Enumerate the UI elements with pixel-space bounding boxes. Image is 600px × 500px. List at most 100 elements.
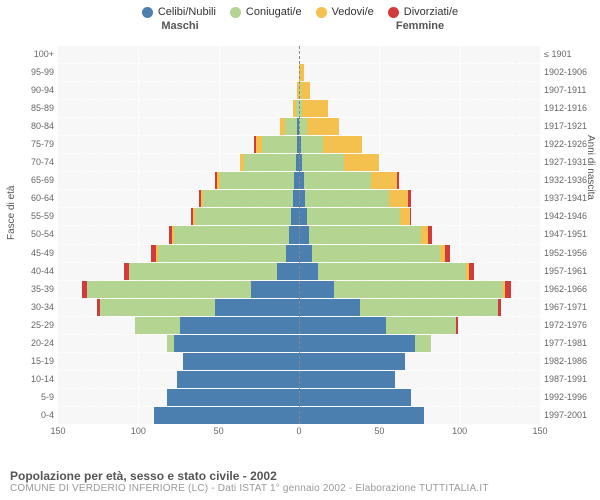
- female-half: [299, 245, 540, 262]
- bar-segment: [397, 172, 399, 189]
- bar-segment: [428, 226, 433, 243]
- age-label: 25-29: [20, 321, 54, 330]
- legend-swatch: [316, 7, 327, 18]
- bar-segment: [498, 299, 501, 316]
- male-half: [58, 335, 299, 352]
- bar-segment: [318, 263, 466, 280]
- bar-segment: [312, 245, 441, 262]
- bar-segment: [307, 118, 339, 135]
- male-half: [58, 118, 299, 135]
- bar-segment: [289, 226, 299, 243]
- age-label: 95-99: [20, 68, 54, 77]
- legend-item: Celibi/Nubili: [142, 6, 216, 18]
- x-tick-label: 50: [214, 426, 224, 436]
- age-label: 60-64: [20, 194, 54, 203]
- chart-title: Popolazione per età, sesso e stato civil…: [10, 469, 489, 483]
- bar-segment: [215, 299, 299, 316]
- bar-segment: [299, 389, 411, 406]
- bar-segment: [456, 317, 458, 334]
- y-axis-title-left: Fasce di età: [6, 186, 17, 240]
- bar-segment: [244, 154, 295, 171]
- bar-segment: [323, 136, 362, 153]
- bar-segment: [309, 226, 421, 243]
- header-male: Maschi: [60, 20, 300, 32]
- birth-year-label: 1957-1961: [544, 267, 596, 276]
- female-half: [299, 190, 540, 207]
- age-label: 20-24: [20, 339, 54, 348]
- male-half: [58, 226, 299, 243]
- bar-segment: [174, 226, 290, 243]
- age-label: 70-74: [20, 158, 54, 167]
- header-female: Femmine: [300, 20, 540, 32]
- bar-segment: [195, 208, 291, 225]
- bar-segment: [301, 82, 311, 99]
- chart-area: 100+≤ 190195-991902-190690-941907-191185…: [58, 46, 540, 446]
- female-half: [299, 299, 540, 316]
- birth-year-label: 1977-1981: [544, 339, 596, 348]
- age-label: 75-79: [20, 140, 54, 149]
- male-half: [58, 263, 299, 280]
- bar-segment: [344, 154, 379, 171]
- x-tick-label: 0: [296, 426, 301, 436]
- female-half: [299, 317, 540, 334]
- female-half: [299, 407, 540, 424]
- legend-label: Coniugati/e: [246, 6, 302, 18]
- bar-segment: [174, 335, 299, 352]
- chart-subtitle: COMUNE DI VERDERIO INFERIORE (LC) - Dati…: [10, 483, 489, 494]
- age-label: 85-89: [20, 104, 54, 113]
- bar-segment: [299, 208, 307, 225]
- male-half: [58, 353, 299, 370]
- x-tick-label: 150: [532, 426, 547, 436]
- male-half: [58, 317, 299, 334]
- legend-swatch: [230, 7, 241, 18]
- male-half: [58, 389, 299, 406]
- x-tick-label: 100: [131, 426, 146, 436]
- bar-segment: [299, 118, 307, 135]
- female-half: [299, 371, 540, 388]
- x-axis: 15010050050100150: [58, 424, 540, 446]
- female-half: [299, 118, 540, 135]
- bar-segment: [299, 245, 312, 262]
- bar-segment: [291, 208, 299, 225]
- birth-year-label: ≤ 1901: [544, 50, 596, 59]
- age-label: 35-39: [20, 285, 54, 294]
- bar-segment: [87, 281, 251, 298]
- bar-segment: [307, 208, 400, 225]
- birth-year-label: 1937-1941: [544, 194, 596, 203]
- bar-segment: [400, 208, 410, 225]
- bar-segment: [389, 190, 408, 207]
- bar-segment: [505, 281, 511, 298]
- bar-segment: [299, 353, 405, 370]
- bar-segment: [371, 172, 397, 189]
- birth-year-label: 1912-1916: [544, 104, 596, 113]
- age-label: 30-34: [20, 303, 54, 312]
- birth-year-label: 1947-1951: [544, 230, 596, 239]
- birth-year-label: 1942-1946: [544, 212, 596, 221]
- bar-segment: [469, 263, 474, 280]
- legend: Celibi/NubiliConiugati/eVedovi/eDivorzia…: [0, 0, 600, 20]
- female-half: [299, 226, 540, 243]
- bar-segment: [299, 226, 309, 243]
- birth-year-label: 1992-1996: [544, 393, 596, 402]
- bar-segment: [304, 172, 371, 189]
- male-half: [58, 136, 299, 153]
- legend-label: Celibi/Nubili: [158, 6, 216, 18]
- bar-segment: [158, 245, 287, 262]
- birth-year-label: 1952-1956: [544, 249, 596, 258]
- legend-item: Coniugati/e: [230, 6, 302, 18]
- bar-segment: [100, 299, 216, 316]
- age-label: 45-49: [20, 249, 54, 258]
- bar-segment: [302, 100, 328, 117]
- legend-item: Divorziati/e: [388, 6, 458, 18]
- female-half: [299, 82, 540, 99]
- bar-segment: [251, 281, 299, 298]
- female-half: [299, 389, 540, 406]
- bar-segment: [302, 154, 344, 171]
- gender-headers: Maschi Femmine: [0, 20, 600, 32]
- male-half: [58, 82, 299, 99]
- female-half: [299, 136, 540, 153]
- bar-segment: [445, 245, 450, 262]
- bar-segment: [386, 317, 457, 334]
- bar-segment: [135, 317, 180, 334]
- bar-segment: [167, 389, 299, 406]
